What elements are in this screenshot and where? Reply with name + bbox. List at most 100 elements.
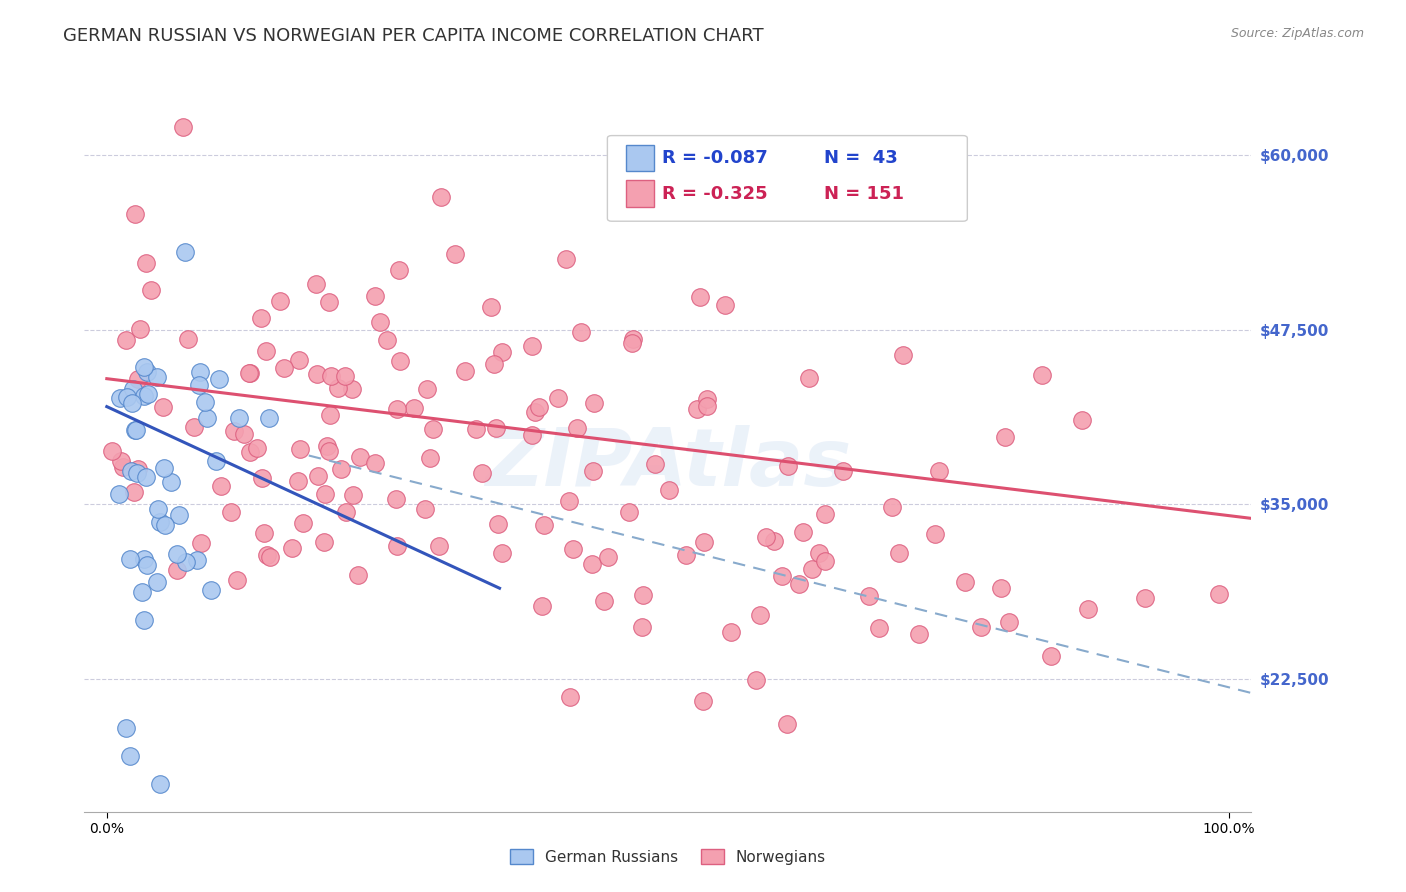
Point [375,333,398,347]
Point [994,430,1017,444]
Point [621,336,644,351]
Point [775,717,797,731]
Point [101,444,124,458]
Point [239,445,262,459]
Point [778,458,800,473]
Point [385,492,408,507]
Point [232,426,254,441]
Point [582,464,605,478]
Point [658,483,681,497]
Point [326,381,349,395]
Point [121,464,143,478]
Point [176,555,198,569]
Point [190,366,212,380]
Point [990,581,1012,595]
Point [582,396,605,410]
Point [125,423,148,437]
Point [131,585,153,599]
Point [520,339,543,353]
Point [107,487,129,501]
Point [318,295,340,310]
Point [287,353,309,368]
Point [799,371,821,385]
Point [207,372,229,386]
Point [422,422,444,436]
Point [686,402,709,417]
Point [891,348,914,362]
Point [155,517,177,532]
Point [633,588,655,602]
Point [1031,368,1053,382]
Point [454,364,477,378]
Point [329,462,352,476]
Point [139,283,162,297]
Point [385,401,408,416]
Point [692,535,714,549]
Point [314,486,336,500]
Point [114,333,136,347]
Point [110,391,132,405]
Point [246,441,269,455]
Point [524,405,547,419]
Point [416,382,439,396]
Text: ZIPAtlas: ZIPAtlas [485,425,851,503]
Point [745,673,768,687]
Point [858,589,880,603]
Point [342,488,364,502]
Point [318,408,340,422]
Point [307,469,329,483]
Point [388,263,411,277]
Point [250,471,273,485]
Point [970,620,993,634]
Point [340,382,363,396]
Point [292,516,315,530]
Point [132,389,155,403]
Point [630,620,652,634]
Point [238,367,260,381]
Point [689,290,711,304]
Point [814,507,837,521]
Point [146,370,169,384]
Point [882,500,904,514]
Point [335,505,357,519]
Point [159,475,181,490]
Point [814,554,837,568]
Point [120,748,142,763]
Point [748,608,770,623]
Point [183,420,205,434]
Text: GERMAN RUSSIAN VS NORWEGIAN PER CAPITA INCOME CORRELATION CHART: GERMAN RUSSIAN VS NORWEGIAN PER CAPITA I… [63,27,763,45]
Point [321,368,343,383]
Point [238,366,260,380]
Point [222,425,245,439]
Point [186,553,208,567]
Point [807,546,830,560]
Point [121,396,143,410]
Point [692,694,714,708]
Point [485,421,508,435]
Point [209,479,232,493]
Point [720,624,742,639]
Point [533,517,555,532]
Point [287,474,309,488]
Point [482,358,505,372]
Point [347,568,370,582]
Point [253,525,276,540]
Point [257,410,280,425]
Point [190,535,212,549]
Point [146,575,169,590]
Point [644,457,666,471]
Point [619,505,641,519]
Point [117,390,139,404]
Point [194,395,217,409]
Text: N =  43: N = 43 [824,149,897,167]
Point [149,777,172,791]
Point [370,315,392,329]
Point [204,454,226,468]
Point [312,535,335,549]
Point [149,515,172,529]
Point [124,207,146,221]
Point [129,322,152,336]
Point [135,255,157,269]
Point [675,548,697,562]
Point [228,411,250,425]
